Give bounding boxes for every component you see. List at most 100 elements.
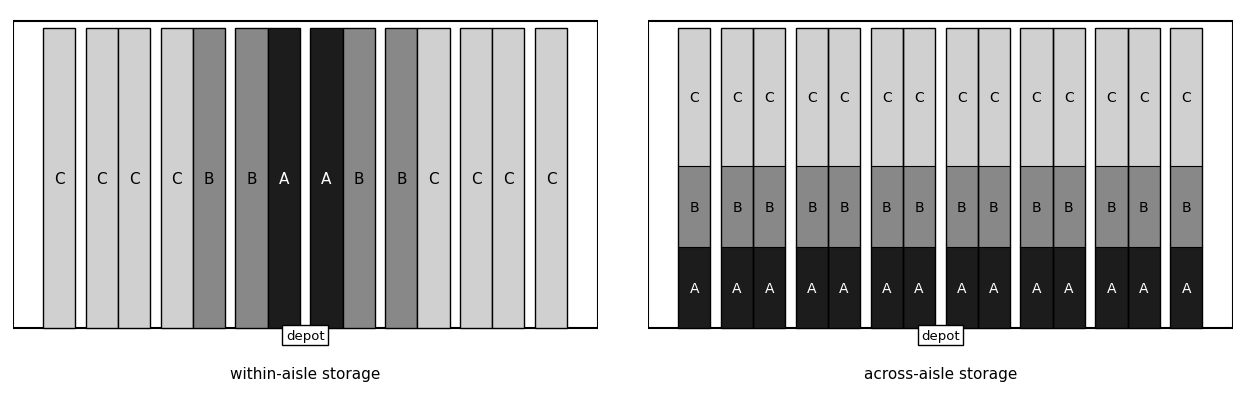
Text: C: C — [689, 91, 699, 105]
Text: C: C — [732, 91, 742, 105]
Text: B: B — [689, 200, 699, 214]
Text: A: A — [1181, 281, 1191, 295]
Bar — [1053, 167, 1084, 248]
Bar — [1096, 29, 1127, 328]
Text: A: A — [915, 281, 923, 295]
Bar — [268, 29, 299, 328]
Text: A: A — [732, 281, 742, 295]
Bar — [977, 248, 1010, 328]
Text: B: B — [1181, 200, 1191, 214]
Bar — [1170, 29, 1203, 167]
Text: A: A — [989, 281, 999, 295]
Bar — [1096, 248, 1127, 328]
Bar — [903, 29, 935, 167]
Bar — [977, 29, 1010, 328]
Bar — [1020, 248, 1053, 328]
Text: C: C — [765, 91, 774, 105]
Text: C: C — [1107, 91, 1116, 105]
Bar — [1127, 29, 1160, 328]
Text: B: B — [353, 171, 364, 186]
Bar — [1127, 248, 1160, 328]
Bar — [192, 29, 225, 328]
Bar — [678, 167, 711, 248]
Text: C: C — [128, 171, 140, 186]
Text: B: B — [1107, 200, 1116, 214]
Text: C: C — [546, 171, 556, 186]
Text: C: C — [989, 91, 999, 105]
Bar — [43, 29, 75, 328]
Text: A: A — [808, 281, 816, 295]
Text: across-aisle storage: across-aisle storage — [864, 366, 1016, 381]
Text: B: B — [1032, 200, 1042, 214]
Text: B: B — [915, 200, 923, 214]
Bar — [1053, 248, 1084, 328]
Bar — [946, 29, 977, 167]
Bar — [86, 29, 118, 328]
Bar — [1127, 167, 1160, 248]
Text: B: B — [204, 171, 214, 186]
Bar — [721, 167, 754, 248]
Text: depot: depot — [286, 329, 325, 342]
Bar — [977, 167, 1010, 248]
Bar — [1170, 248, 1203, 328]
Bar — [535, 29, 567, 328]
Text: C: C — [470, 171, 482, 186]
Bar — [721, 29, 754, 328]
Text: B: B — [839, 200, 849, 214]
Bar — [648, 22, 1233, 328]
Bar — [1020, 29, 1053, 167]
Bar — [1053, 29, 1084, 167]
Text: A: A — [882, 281, 892, 295]
Text: B: B — [1064, 200, 1073, 214]
Text: B: B — [882, 200, 892, 214]
Text: C: C — [1138, 91, 1149, 105]
Bar — [235, 29, 268, 328]
Text: A: A — [1064, 281, 1073, 295]
Bar — [460, 29, 492, 328]
Text: B: B — [957, 200, 966, 214]
Text: A: A — [765, 281, 774, 295]
Text: C: C — [915, 91, 923, 105]
Bar — [796, 248, 828, 328]
Text: A: A — [1138, 281, 1149, 295]
Text: A: A — [278, 171, 289, 186]
Text: A: A — [1032, 281, 1042, 295]
Bar — [946, 167, 977, 248]
Bar — [871, 29, 903, 328]
Text: C: C — [882, 91, 892, 105]
Bar — [754, 29, 785, 167]
Bar — [828, 248, 860, 328]
Bar — [871, 29, 903, 167]
Bar — [828, 29, 860, 328]
Bar — [678, 29, 711, 328]
Text: B: B — [808, 200, 816, 214]
Text: within-aisle storage: within-aisle storage — [230, 366, 380, 381]
Bar — [828, 167, 860, 248]
Bar — [1020, 29, 1053, 328]
Text: B: B — [989, 200, 999, 214]
Bar — [946, 29, 977, 328]
Bar — [903, 248, 935, 328]
Text: C: C — [97, 171, 107, 186]
Bar — [903, 29, 935, 328]
Bar — [721, 248, 754, 328]
Text: C: C — [808, 91, 816, 105]
Text: C: C — [503, 171, 513, 186]
Bar — [385, 29, 418, 328]
Bar — [796, 167, 828, 248]
Text: A: A — [957, 281, 966, 295]
Text: C: C — [1032, 91, 1042, 105]
Bar — [828, 29, 860, 167]
Text: A: A — [321, 171, 332, 186]
Bar — [721, 29, 754, 167]
Bar — [1127, 29, 1160, 167]
Bar — [754, 167, 785, 248]
Text: C: C — [171, 171, 182, 186]
Bar — [871, 248, 903, 328]
Text: A: A — [1107, 281, 1116, 295]
Bar — [1096, 29, 1127, 167]
Text: B: B — [765, 200, 774, 214]
Bar — [342, 29, 375, 328]
Bar — [796, 29, 828, 167]
Bar — [871, 167, 903, 248]
